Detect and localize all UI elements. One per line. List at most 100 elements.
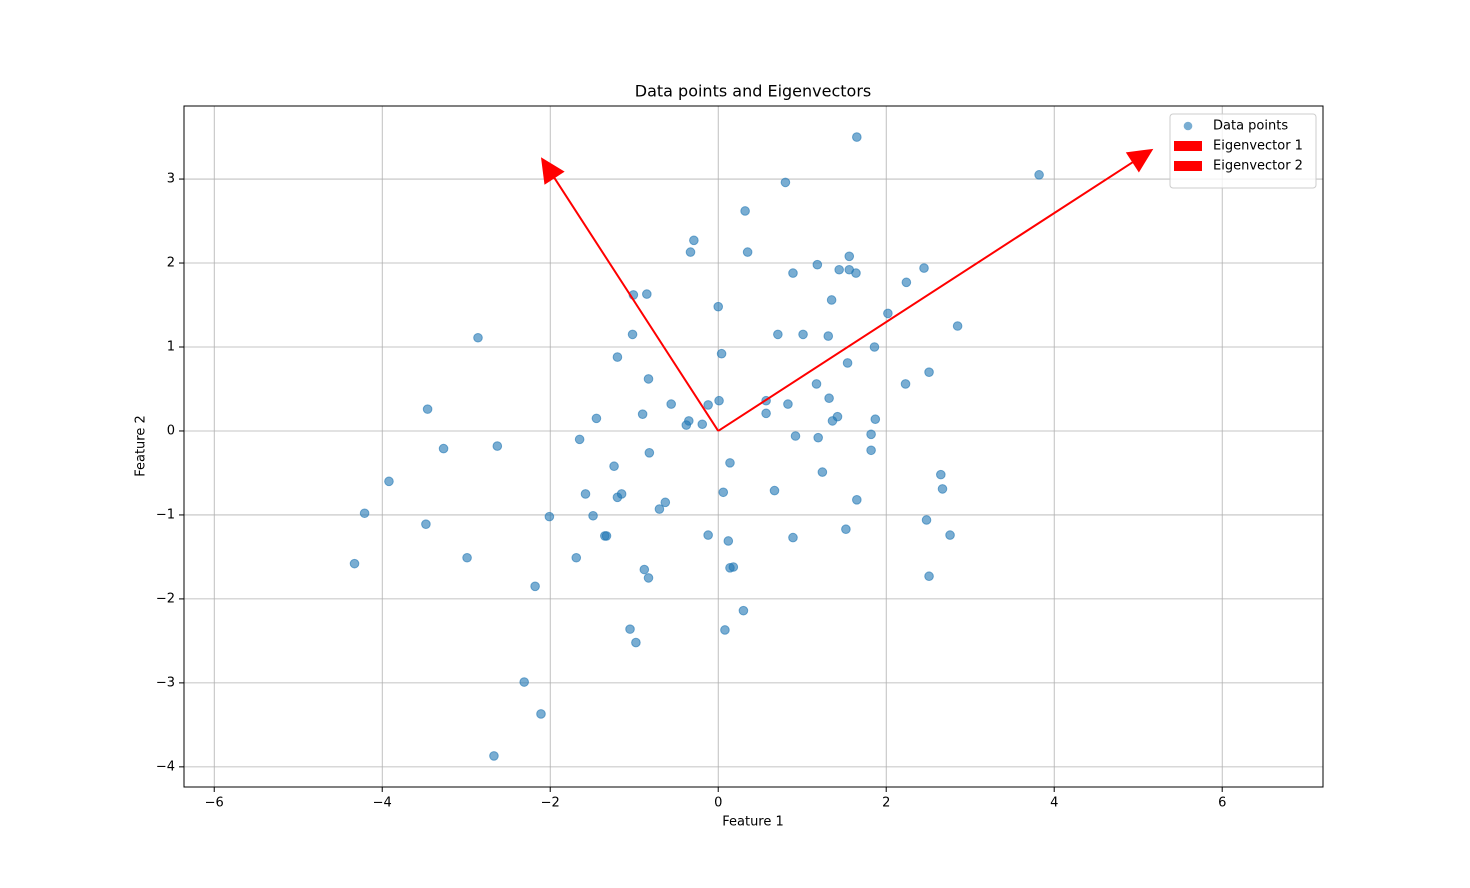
data-point xyxy=(612,352,623,362)
data-point xyxy=(742,247,753,257)
data-point xyxy=(866,445,876,456)
chart-title: Data points and Eigenvectors xyxy=(635,82,871,101)
data-point xyxy=(827,416,838,426)
data-point xyxy=(536,709,546,719)
data-point xyxy=(901,277,912,288)
y-tick-label: 2 xyxy=(167,256,175,271)
x-axis-label: Feature 1 xyxy=(722,815,784,830)
data-point xyxy=(637,409,648,419)
data-point xyxy=(591,413,602,424)
x-tick-label: −2 xyxy=(541,796,560,811)
legend-label: Eigenvector 1 xyxy=(1213,139,1303,154)
data-point xyxy=(817,467,828,477)
data-point xyxy=(780,177,791,188)
data-point xyxy=(823,331,834,341)
data-point xyxy=(937,484,948,494)
data-point xyxy=(788,532,798,543)
data-point xyxy=(492,441,503,451)
plot-frame xyxy=(183,105,1324,788)
y-tick-label: −3 xyxy=(156,675,175,690)
data-point xyxy=(639,564,650,575)
data-point xyxy=(813,432,823,443)
data-point xyxy=(580,489,591,499)
data-point xyxy=(438,443,449,454)
data-point xyxy=(612,492,623,503)
data-point xyxy=(519,677,529,687)
data-point xyxy=(824,393,834,404)
data-point xyxy=(720,625,730,635)
data-point xyxy=(738,605,749,616)
x-tick-label: 4 xyxy=(1050,796,1058,811)
data-point xyxy=(924,571,934,582)
legend-marker xyxy=(1174,161,1202,171)
y-tick-label: 0 xyxy=(167,423,175,438)
data-point xyxy=(852,495,862,505)
data-point xyxy=(924,367,934,377)
legend-marker xyxy=(1183,121,1193,131)
data-point xyxy=(689,235,699,246)
data-point xyxy=(462,552,472,563)
y-axis-label: Feature 2 xyxy=(134,415,149,477)
x-tick-label: 0 xyxy=(714,796,722,811)
data-point xyxy=(798,329,808,340)
data-point xyxy=(716,348,727,359)
data-point xyxy=(422,404,433,414)
data-point xyxy=(544,511,555,522)
y-tick-label: 1 xyxy=(167,339,175,354)
data-point xyxy=(703,400,713,410)
data-point xyxy=(714,395,724,406)
data-point xyxy=(489,751,499,761)
data-point xyxy=(952,321,963,331)
data-point xyxy=(571,552,582,563)
data-point xyxy=(866,429,876,440)
data-point xyxy=(660,497,671,508)
legend-marker xyxy=(1174,141,1202,151)
eigenvector-arrow xyxy=(717,148,1154,432)
data-point xyxy=(685,247,696,257)
data-point xyxy=(588,510,598,521)
data-point xyxy=(574,434,585,445)
data-point xyxy=(869,342,880,352)
data-point xyxy=(1034,170,1044,180)
data-point xyxy=(811,379,822,389)
y-tick-label: 3 xyxy=(167,172,175,187)
data-point xyxy=(666,399,676,409)
data-point xyxy=(609,461,619,472)
x-tick-label: 2 xyxy=(882,796,890,811)
data-point xyxy=(654,504,665,514)
data-point xyxy=(600,531,610,541)
data-point xyxy=(870,414,881,425)
legend-box xyxy=(1169,113,1317,189)
data-point xyxy=(530,581,540,592)
data-point xyxy=(852,132,862,142)
data-point xyxy=(643,573,654,583)
data-point xyxy=(919,263,929,273)
data-point xyxy=(844,251,855,262)
data-point xyxy=(703,530,713,540)
x-tick-label: 6 xyxy=(1218,796,1226,811)
y-tick-label: −1 xyxy=(156,507,175,522)
data-point xyxy=(826,295,837,305)
data-point xyxy=(790,431,801,441)
x-tick-label: −6 xyxy=(205,796,224,811)
data-point xyxy=(761,408,771,419)
data-point xyxy=(697,419,708,430)
data-point xyxy=(643,374,654,384)
data-point xyxy=(788,268,798,278)
data-point xyxy=(681,420,692,430)
legend-label: Data points xyxy=(1213,119,1288,134)
eigenvector-arrow xyxy=(540,157,720,432)
y-tick-label: −4 xyxy=(156,759,175,774)
data-point xyxy=(644,447,655,458)
data-point xyxy=(359,508,370,519)
data-point xyxy=(841,524,851,535)
data-point xyxy=(725,458,735,468)
legend-label: Eigenvector 2 xyxy=(1213,159,1303,174)
data-point xyxy=(900,379,911,389)
data-point xyxy=(783,399,793,409)
data-point xyxy=(631,637,641,648)
data-point xyxy=(769,485,780,496)
data-point xyxy=(773,329,783,340)
data-point xyxy=(728,562,739,572)
x-tick-label: −4 xyxy=(373,796,392,811)
